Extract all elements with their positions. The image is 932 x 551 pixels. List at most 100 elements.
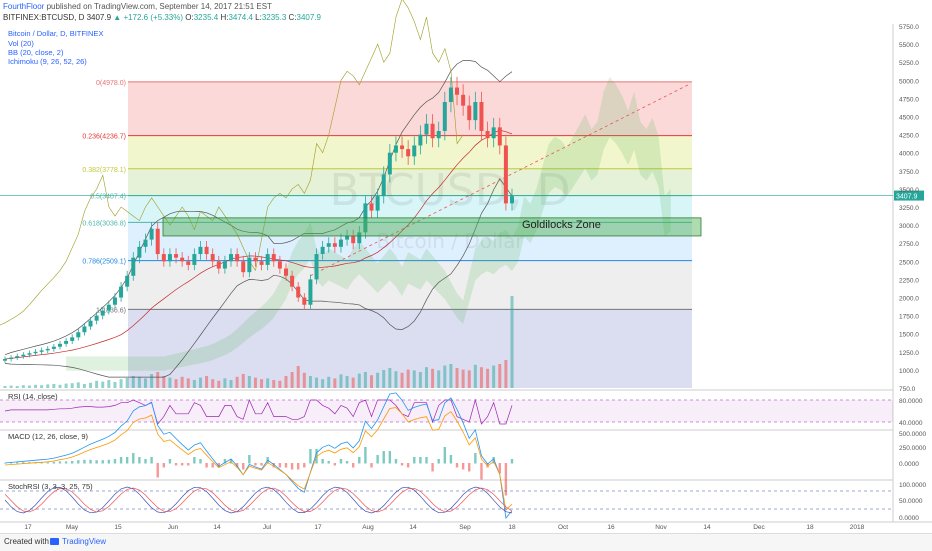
macd-histogram-bar [205, 463, 208, 468]
candle [222, 255, 227, 274]
volume-bar [437, 370, 441, 388]
candle-body [430, 123, 435, 139]
macd-histogram-bar [9, 462, 13, 464]
volume-bar [52, 384, 56, 388]
candle-body [400, 145, 405, 150]
candle-body [106, 304, 111, 311]
y-tick-label: 5500.0 [899, 42, 919, 49]
candle-body [345, 235, 350, 240]
legend-title[interactable]: Bitcoin / Dollar, D, BITFINEX [8, 29, 104, 38]
candle-body [253, 257, 258, 262]
volume-bar [3, 386, 7, 388]
open-label: O: [185, 13, 194, 22]
x-tick-label: Sep [459, 524, 471, 531]
volume-bar [266, 378, 270, 388]
candle-body [76, 332, 81, 338]
y-tick-label: 4500.0 [899, 115, 919, 122]
candle [210, 248, 215, 267]
legend-bb[interactable]: BB (20, close, 2) [8, 48, 64, 57]
volume-bar [290, 372, 294, 388]
candle-body [479, 102, 484, 131]
legend-ichimoku[interactable]: Ichimoku (9, 26, 52, 26) [8, 57, 87, 66]
candle [174, 248, 179, 264]
macd-histogram-bar [449, 455, 453, 464]
candle [345, 229, 350, 246]
y-tick-label: 2250.0 [899, 277, 919, 284]
candle [167, 248, 172, 267]
candle-body [290, 275, 295, 287]
candle [64, 337, 69, 347]
macd-histogram-bar [180, 463, 184, 466]
fib-label-2: 0.382(3778.1) [82, 167, 126, 174]
macd-histogram-bar [70, 461, 74, 464]
fib-label-4: 0.618(3036.8) [82, 220, 126, 227]
macd-label[interactable]: MACD (12, 26, close, 9) [8, 432, 89, 441]
stoch-tick-label: 0.0000 [899, 515, 919, 522]
macd-histogram-bar [132, 453, 135, 464]
stoch-tick-label: 100.0000 [899, 482, 926, 489]
tradingview-link[interactable]: TradingView [62, 537, 107, 546]
stochrsi-label[interactable]: StochRSI (3, 3, 3, 25, 75) [8, 482, 93, 491]
x-tick-label: 18 [508, 524, 516, 531]
x-tick-label: 17 [24, 524, 32, 531]
x-tick-label: 17 [314, 524, 322, 531]
macd-histogram-bar [248, 455, 251, 464]
y-tick-label: 3750.0 [899, 169, 919, 176]
candle-body [375, 196, 380, 211]
rsi-label[interactable]: RSI (14, close) [8, 392, 58, 401]
author-link[interactable]: FourthFloor [3, 2, 45, 11]
macd-histogram-bar [211, 463, 214, 468]
y-tick-label: 1250.0 [899, 350, 919, 357]
volume-bar [492, 365, 496, 388]
macd-histogram-bar [303, 463, 306, 468]
candle [455, 76, 460, 106]
candle-body [277, 261, 282, 269]
candle [479, 91, 484, 141]
open-value: 3235.4 [193, 13, 219, 22]
legend-vol[interactable]: Vol (20) [8, 39, 34, 48]
volume-bar [34, 384, 38, 388]
macd-histogram-bar [290, 463, 294, 470]
candle-body [436, 130, 441, 139]
volume-bar [510, 296, 514, 388]
volume-bar [150, 374, 154, 388]
candle-body [351, 235, 356, 244]
candle [510, 188, 514, 211]
fib-zone-base [128, 309, 692, 388]
macd-histogram-bar [40, 462, 43, 464]
x-tick-label: Aug [362, 524, 374, 531]
bb-upper [4, 60, 513, 356]
candle [265, 248, 270, 271]
candle [271, 248, 276, 267]
volume-bar [217, 380, 221, 388]
candle-body [271, 254, 276, 262]
macd-histogram-bar [242, 463, 245, 470]
fib-label-5: 0.786(2509.1) [82, 259, 126, 266]
macd-signal-line [4, 407, 513, 511]
y-tick-label: 5000.0 [899, 78, 919, 85]
volume-bar [113, 382, 117, 388]
rsi-tick-label: 80.0000 [899, 398, 923, 405]
volume-bar [431, 368, 435, 388]
volume-bar [272, 380, 276, 388]
candle-body [167, 254, 172, 262]
chart-canvas[interactable]: 0(4978.0) 0.236(4236.7) 0.382(3778.1) 0.5(3… [0, 0, 932, 533]
candle-body [82, 326, 87, 333]
x-tick-label: Jun [168, 524, 179, 531]
candle-body [39, 350, 44, 352]
y-tick-label: 1750.0 [899, 314, 919, 321]
candle-body [204, 246, 209, 255]
candle-body [64, 340, 69, 344]
candle-body [461, 94, 466, 106]
candle [259, 255, 264, 271]
macd-histogram-bar [156, 463, 159, 478]
macd-histogram-bar [150, 457, 153, 464]
macd-histogram-bar [22, 462, 25, 464]
candle-body [216, 261, 221, 269]
macd-histogram-bar [138, 457, 141, 464]
volume-bar [223, 378, 227, 388]
candle [161, 248, 166, 267]
candle-body [503, 145, 508, 204]
volume-bar [394, 371, 398, 388]
candle [296, 281, 301, 302]
